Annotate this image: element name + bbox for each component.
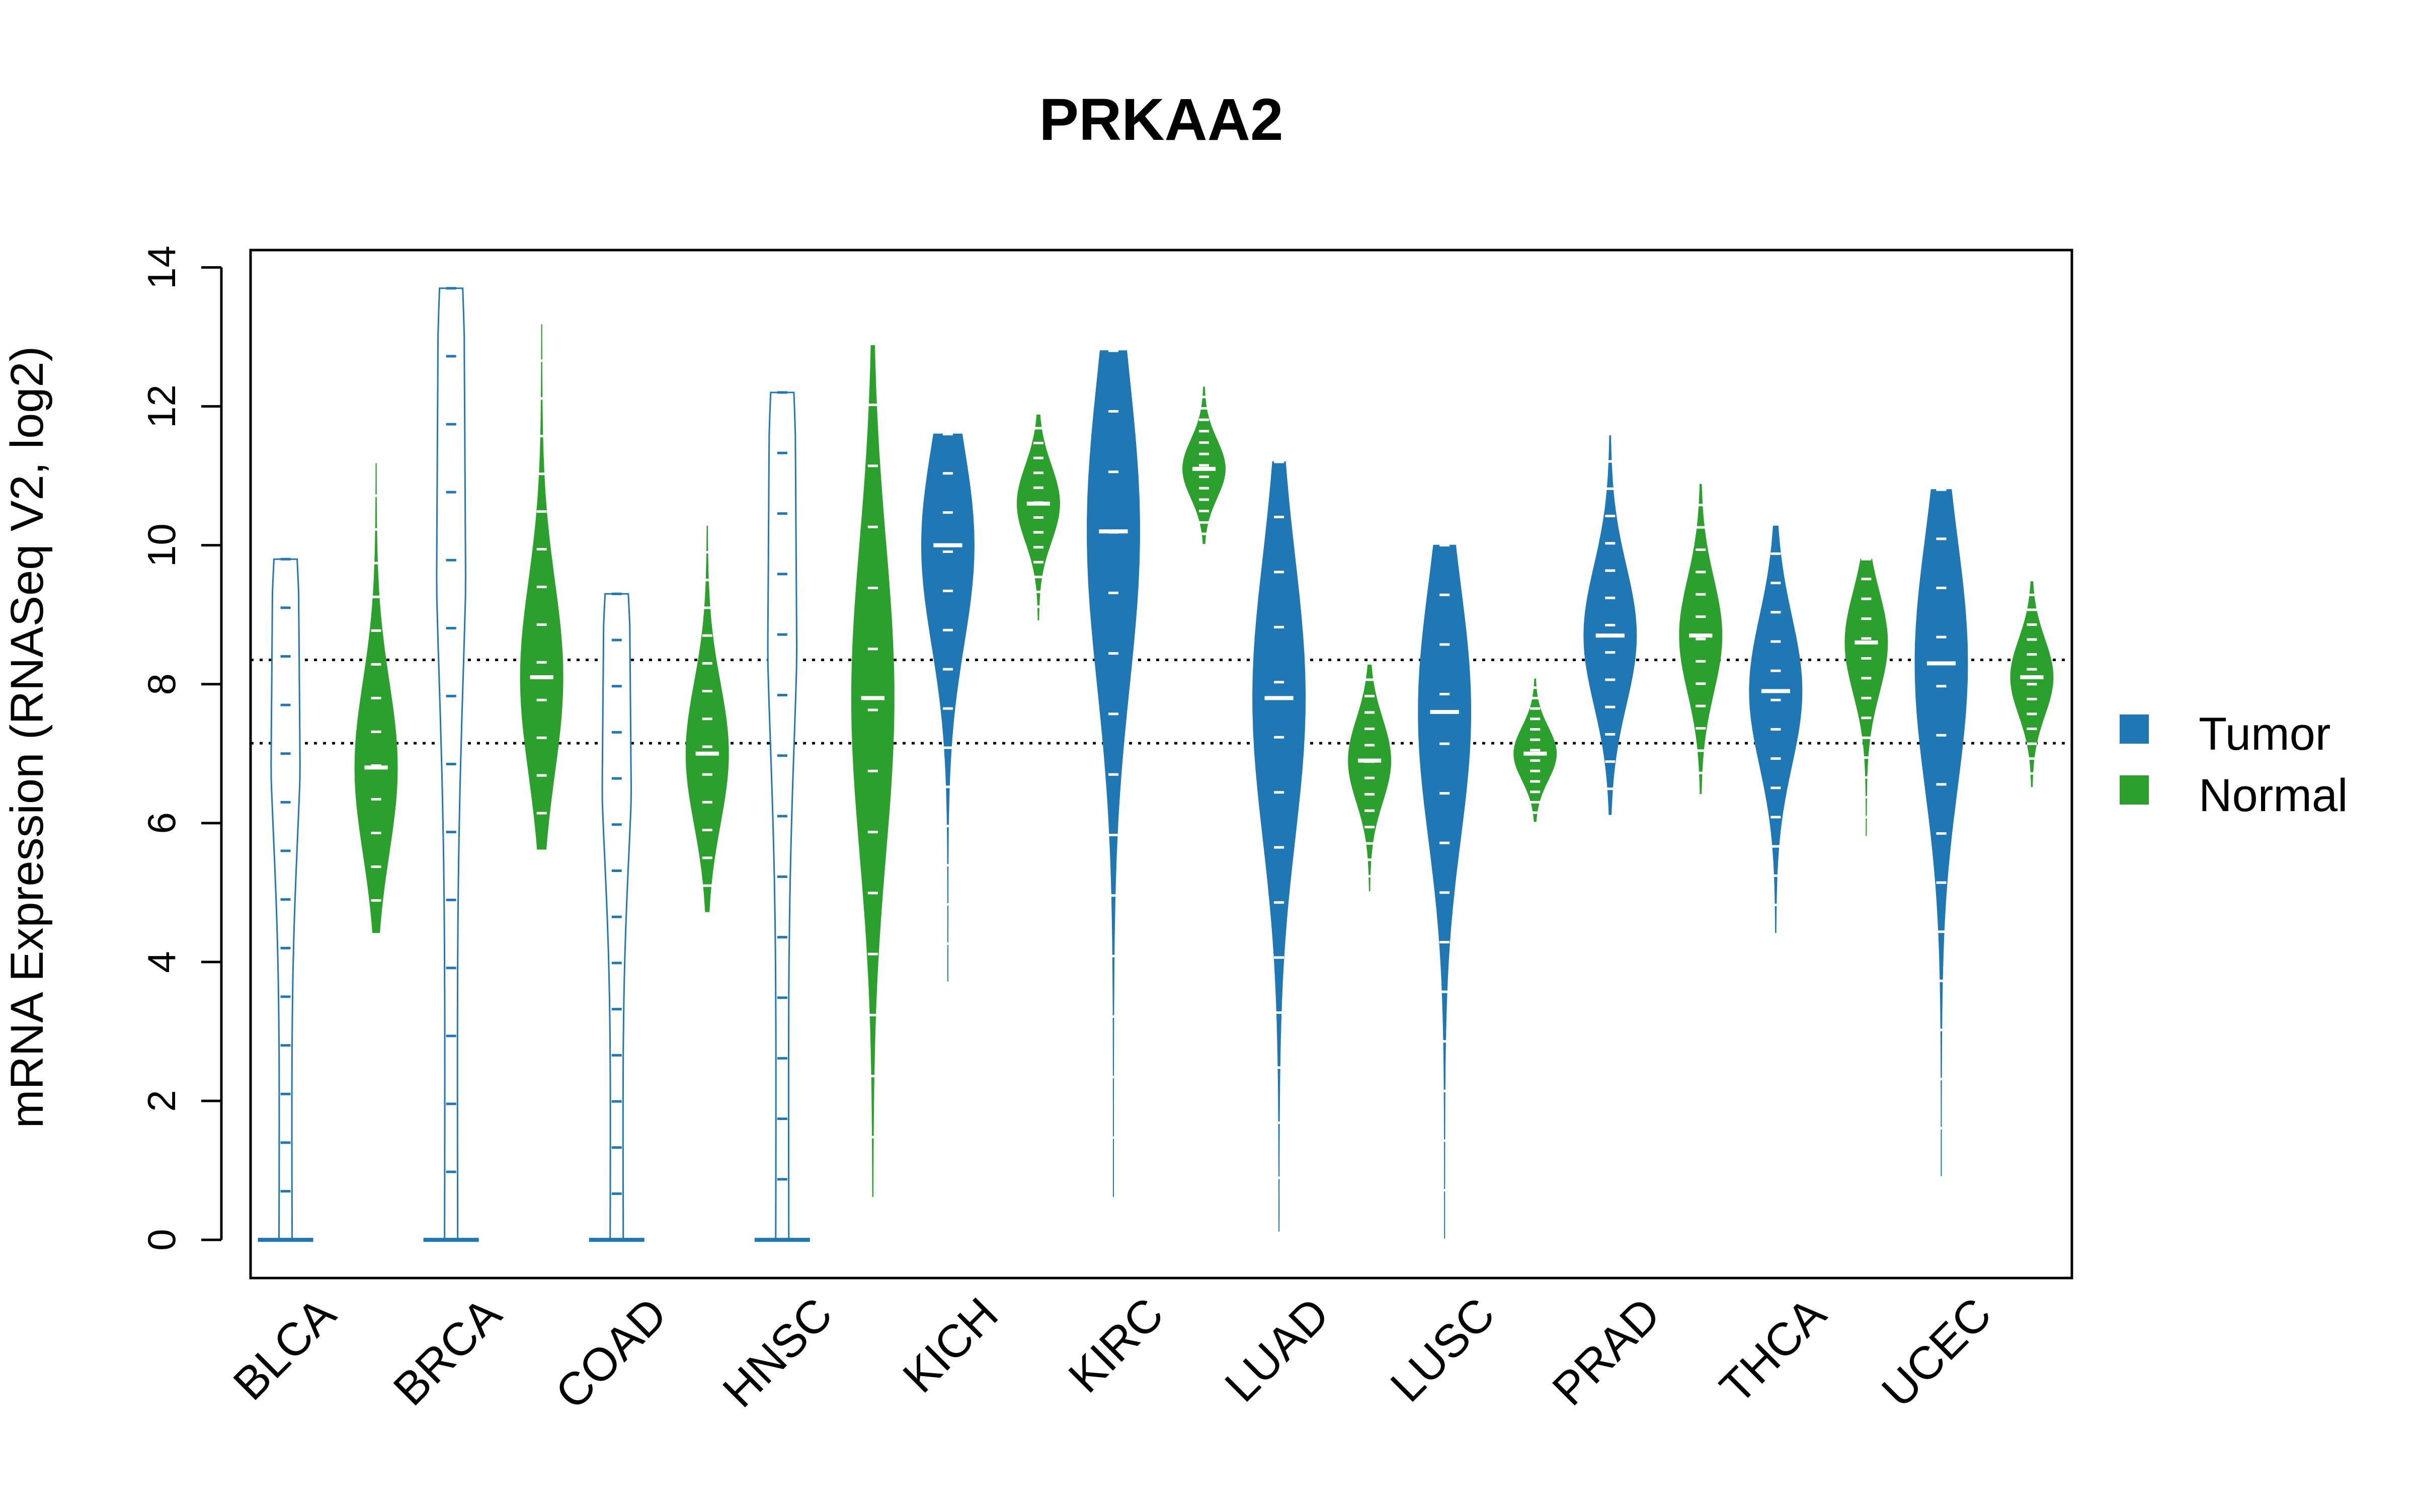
x-tick-label: UCEC	[1872, 1288, 2001, 1417]
x-tick-label: COAD	[546, 1288, 677, 1419]
y-tick-label: 4	[139, 951, 184, 973]
legend-label-normal: Normal	[2199, 770, 2348, 821]
violin	[2010, 579, 2054, 790]
x-tick-label: PRAD	[1543, 1288, 1670, 1415]
violin	[1583, 433, 1637, 818]
violin	[1016, 412, 1060, 623]
y-axis-label: mRNA Expression (RNASeq V2, log2)	[2, 346, 53, 1128]
x-tick-label: KICH	[893, 1288, 1008, 1403]
violin	[1513, 676, 1557, 825]
violin	[1679, 481, 1723, 797]
violin	[1418, 544, 1472, 1241]
legend-swatch-tumor	[2120, 714, 2149, 744]
y-tick-label: 6	[139, 812, 184, 834]
violin	[754, 391, 810, 1242]
x-tick-label: LUSC	[1381, 1288, 1505, 1412]
x-tick-label: LUAD	[1216, 1288, 1339, 1412]
legend-swatch-normal	[2120, 775, 2149, 805]
y-tick-label: 14	[139, 246, 184, 289]
plot-area: 0 2 4 6 8 10 12 14 BLCA BRCA COAD HNSC KICH KIRC LUAD L…	[139, 246, 2073, 1419]
y-tick-label: 12	[139, 384, 184, 428]
violin	[685, 523, 729, 915]
series-tumor	[258, 287, 1968, 1242]
legend-label-tumor: Tumor	[2199, 708, 2330, 760]
x-tick-label: KIRC	[1059, 1288, 1174, 1403]
x-tick-label: HNSC	[713, 1288, 842, 1417]
violin	[1844, 558, 1888, 838]
violin	[1087, 349, 1140, 1200]
y-tick-label: 0	[139, 1229, 184, 1250]
chart-title: PRKAA2	[1039, 87, 1283, 153]
x-tick-label: BRCA	[384, 1288, 511, 1415]
violin	[1914, 488, 1968, 1179]
violin	[1252, 460, 1306, 1234]
violin	[851, 342, 895, 1200]
y-tick-label: 10	[139, 523, 184, 567]
plot-border	[249, 249, 2073, 1280]
y-tick-label: 2	[139, 1090, 184, 1111]
violin	[1182, 384, 1226, 547]
y-tick-label: 8	[139, 673, 184, 695]
violin	[354, 460, 398, 936]
violin	[589, 592, 645, 1242]
violin	[258, 558, 313, 1242]
series-normal	[354, 322, 2054, 1200]
x-tick-label: BLCA	[224, 1288, 346, 1410]
x-tick-label: THCA	[1710, 1288, 1836, 1414]
violin	[423, 287, 479, 1242]
violin	[1749, 523, 1803, 936]
violin	[921, 433, 975, 984]
legend: Tumor Normal	[2120, 708, 2348, 821]
violin	[1348, 662, 1392, 894]
violin	[520, 322, 564, 852]
y-axis: 0 2 4 6 8 10 12 14	[139, 246, 223, 1251]
